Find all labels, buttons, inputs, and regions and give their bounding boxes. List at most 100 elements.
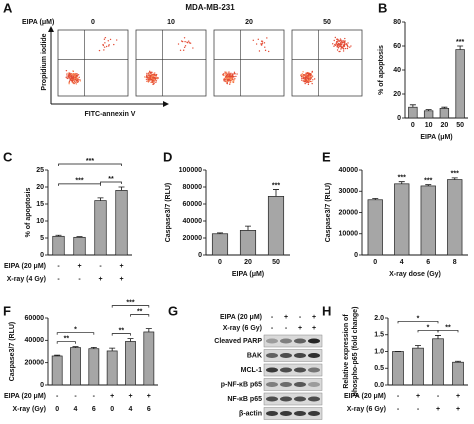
condition-mark: - [417, 406, 420, 413]
error-bar [409, 104, 416, 108]
flow-dot [260, 40, 263, 42]
flow-dot [146, 74, 148, 76]
y-tick-label: 5 [40, 235, 44, 242]
flow-dot [69, 76, 71, 78]
band-label: NF-κB p65 [227, 396, 262, 403]
condition-mark: - [56, 393, 59, 400]
condition-mark: + [119, 276, 123, 283]
significance: *** [75, 178, 83, 185]
flow-dot [304, 82, 306, 85]
flow-dot [72, 82, 74, 84]
bar [211, 233, 229, 256]
condition-mark: + [284, 314, 288, 321]
y-axis-label: % of apoptosis [378, 45, 385, 95]
flow-dot [152, 75, 154, 78]
flow-dot [76, 79, 78, 81]
condition-mark: + [312, 314, 316, 321]
flow-dot [143, 76, 146, 78]
flow-dot [302, 71, 304, 73]
flow-dot [155, 80, 158, 82]
condition-mark: 6 [92, 406, 96, 413]
flow-dot [308, 76, 310, 79]
flow-dot [147, 76, 149, 78]
flow-dot [230, 78, 232, 80]
flow-dot [71, 73, 73, 75]
flow-dot [68, 81, 71, 83]
flow-dot [104, 42, 106, 44]
flow-dot [233, 78, 235, 81]
flow-dot [344, 40, 346, 42]
blot-band [294, 396, 306, 402]
y-tick-label: 80 [393, 19, 401, 26]
flow-dot [150, 78, 152, 81]
y-tick-label: 15 [36, 201, 44, 208]
flow-dot [187, 42, 189, 44]
significance: * [74, 327, 77, 334]
flow-dot [341, 43, 343, 45]
y-tick-label: 60000 [183, 201, 203, 208]
panel-letter: B [378, 0, 387, 15]
flow-dot [313, 78, 316, 80]
flow-dot [340, 40, 343, 43]
flow-dot [339, 43, 342, 46]
flow-dot [231, 79, 233, 81]
significance: *** [424, 178, 432, 185]
flow-dot [70, 75, 73, 77]
x-axis-label: X-ray dose (Gy) [389, 271, 441, 278]
x-tick-label: 20 [244, 259, 252, 266]
flow-dot [148, 74, 150, 77]
flow-dot [72, 78, 75, 80]
flow-dot [145, 78, 148, 80]
flow-dot [74, 73, 76, 76]
flow-dot [149, 71, 151, 74]
flow-dot [69, 74, 71, 76]
flow-dot [155, 75, 157, 77]
y-tick-label: 80000 [183, 184, 203, 191]
flow-dot [233, 80, 235, 82]
bar [432, 338, 444, 386]
flow-dot [228, 71, 230, 73]
flow-dot [231, 81, 234, 83]
flow-dot [341, 46, 344, 48]
flow-dot [257, 38, 259, 41]
significance-bracket [130, 314, 150, 317]
flow-dot [67, 74, 70, 76]
flow-dot [300, 75, 303, 78]
flow-dot [183, 46, 186, 49]
error-bar [435, 335, 441, 339]
flow-dot [342, 39, 344, 42]
flow-dot [344, 37, 346, 40]
band-label: MCL-1 [241, 367, 262, 374]
flow-dot [304, 76, 306, 78]
flow-dot [225, 80, 228, 83]
flow-dot [104, 36, 107, 39]
flow-dot [72, 70, 74, 72]
y-tick-label: 0 [198, 252, 202, 259]
flow-dot [72, 76, 75, 78]
flow-dot [75, 77, 77, 80]
flow-dot [66, 77, 68, 79]
flow-dot [310, 74, 312, 77]
flow-dot [338, 43, 340, 46]
flow-dot [344, 47, 347, 50]
x-tick-label: 20 [440, 122, 448, 129]
significance: ** [119, 328, 125, 335]
bar [73, 236, 86, 256]
flow-dot [346, 47, 349, 50]
significance: *** [86, 158, 94, 165]
flow-dot [306, 75, 308, 77]
error-bar [109, 347, 116, 351]
condition-mark: - [285, 325, 288, 332]
flow-dot [105, 45, 108, 48]
blot-band [308, 411, 320, 416]
condition-mark: - [74, 393, 77, 400]
blot-band [294, 367, 306, 373]
flow-dot [267, 50, 270, 53]
significance: *** [126, 299, 134, 306]
flow-column-label: 10 [167, 19, 175, 26]
flow-dot [76, 80, 78, 83]
error-bar [90, 346, 97, 349]
y-tick-label: 40 [393, 67, 401, 74]
flow-dot [152, 78, 154, 80]
y-tick-label: 30000 [339, 188, 359, 195]
